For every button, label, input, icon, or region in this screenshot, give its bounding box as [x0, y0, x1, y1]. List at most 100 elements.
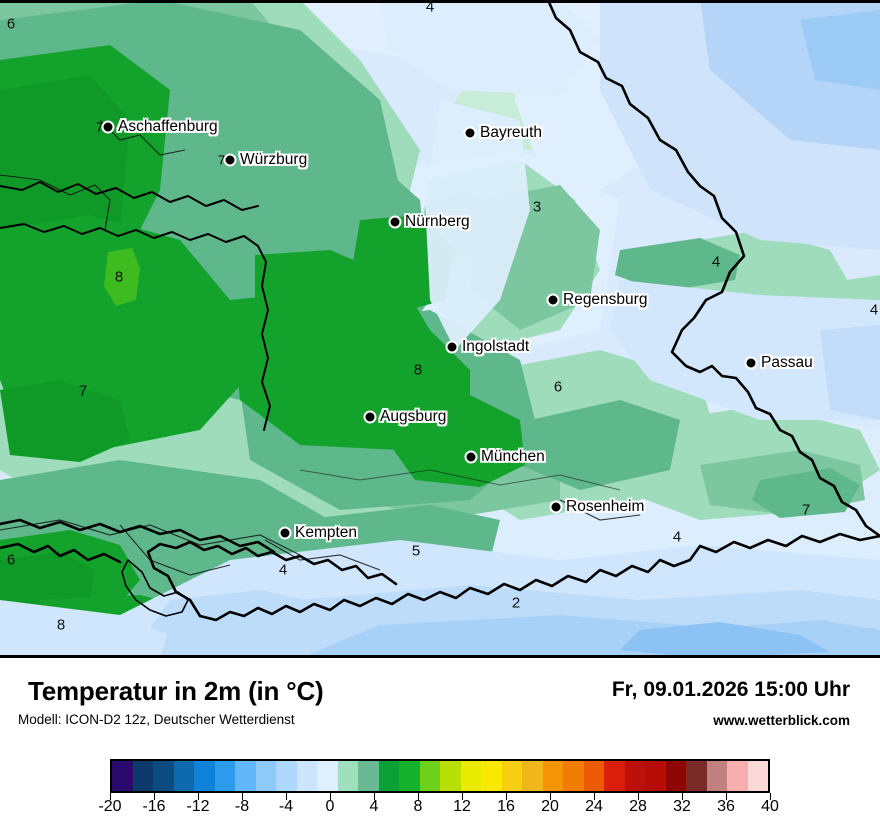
colorbar-tick-label: -16: [142, 798, 166, 815]
colorbar-swatch: [276, 761, 297, 791]
model-subtitle: Modell: ICON-D2 12z, Deutscher Wetterdie…: [18, 712, 295, 727]
page-title: Temperatur in 2m (in °C): [28, 676, 324, 706]
city-name-label: Regensburg: [563, 291, 648, 308]
colorbar-swatch: [686, 761, 707, 791]
city-dot-icon: [278, 526, 292, 540]
map-value-label: 6: [6, 15, 16, 33]
map-value-label: 4: [869, 301, 879, 319]
map-value-label: 8: [413, 361, 423, 379]
colorbar-tick-label: 16: [497, 798, 515, 815]
colorbar-swatch: [645, 761, 666, 791]
city-value-label: 7: [218, 152, 226, 168]
colorbar-tick: [286, 793, 287, 800]
map-value-label: 6: [553, 378, 563, 396]
colorbar-swatch: [501, 761, 522, 791]
colorbar-tick-label: -4: [278, 798, 294, 815]
colorbar-swatch: [255, 761, 276, 791]
colorbar-swatch: [542, 761, 563, 791]
colorbar-tick: [770, 793, 771, 800]
city-dot-icon: [463, 126, 477, 140]
city-name-label: Rosenheim: [566, 498, 645, 515]
map-raster-layer: [0, 0, 880, 658]
colorbar-swatch: [583, 761, 604, 791]
colorbar-swatch: [460, 761, 481, 791]
colorbar-tick: [726, 793, 727, 800]
colorbar-tick: [638, 793, 639, 800]
colorbar-swatch: [317, 761, 338, 791]
colorbar-tick-label: 24: [585, 798, 603, 815]
city-dot-icon: [388, 215, 402, 229]
map-value-label: 4: [711, 253, 721, 271]
colorbar-tick-label: -8: [234, 798, 250, 815]
city-name-label: Aschaffenburg: [118, 118, 218, 135]
colorbar-swatch: [194, 761, 215, 791]
city-dot-icon: [363, 410, 377, 424]
colorbar-tick: [110, 793, 111, 800]
colorbar-swatch: [214, 761, 235, 791]
colorbar-tick-label: 8: [413, 798, 423, 815]
colorbar-tick-labels: -20 -16 -12 -8 -4 0 4 8 12 16 20 24 28 32 36 40: [0, 798, 880, 824]
colorbar-swatch: [235, 761, 256, 791]
map-value-label: 5: [411, 542, 421, 560]
colorbar-ticks: [110, 793, 771, 803]
map-value-label: 6: [6, 551, 16, 569]
map-value-label: 7: [801, 501, 811, 519]
colorbar-tick: [374, 793, 375, 800]
city-dot-icon: [464, 450, 478, 464]
colorbar-tick: [682, 793, 683, 800]
colorbar-tick-label: 4: [369, 798, 379, 815]
temperature-map[interactable]: 6 4 3 8 4 4 7 8 6 7 4 5 4 6 8 2 7 Aschaffenburg 7 Würzburg…: [0, 0, 880, 658]
colorbar-swatch: [153, 761, 174, 791]
colorbar-swatch: [173, 761, 194, 791]
map-value-label: 8: [56, 616, 66, 634]
map-value-label: 4: [425, 0, 435, 16]
colorbar-tick: [198, 793, 199, 800]
colorbar-swatch: [419, 761, 440, 791]
colorbar-tick-label: 0: [325, 798, 335, 815]
colorbar-tick: [242, 793, 243, 800]
colorbar-swatch: [665, 761, 686, 791]
colorbar-swatch: [747, 761, 768, 791]
map-value-label: 3: [532, 198, 542, 216]
city-dot-icon: [744, 356, 758, 370]
map-value-label: 8: [114, 268, 124, 286]
colorbar-swatch: [440, 761, 461, 791]
colorbar-swatch: [624, 761, 645, 791]
colorbar-swatch: [706, 761, 727, 791]
colorbar-tick: [550, 793, 551, 800]
colorbar-swatch: [112, 761, 133, 791]
city-name-label: Passau: [761, 354, 813, 371]
temperature-colorbar[interactable]: [110, 759, 770, 793]
city-name-label: Kempten: [295, 524, 358, 541]
map-value-label: 4: [278, 561, 288, 579]
colorbar-tick-label: 28: [629, 798, 647, 815]
colorbar-tick-label: 40: [761, 798, 779, 815]
colorbar-tick-label: 12: [453, 798, 471, 815]
map-value-label: 4: [672, 528, 682, 546]
colorbar-swatch: [563, 761, 584, 791]
colorbar-swatch: [296, 761, 317, 791]
city-name-label: München: [481, 448, 545, 465]
city-name-label: Ingolstadt: [462, 338, 530, 355]
city-value-label: 7: [96, 119, 104, 135]
colorbar-tick: [418, 793, 419, 800]
city-name-label: Nürnberg: [405, 213, 470, 230]
colorbar-tick: [462, 793, 463, 800]
city-dot-icon: [223, 153, 237, 167]
colorbar-tick: [330, 793, 331, 800]
colorbar-swatch: [358, 761, 379, 791]
city-name-label: Bayreuth: [480, 124, 543, 141]
city-name-label: Würzburg: [240, 151, 308, 168]
colorbar-tick: [506, 793, 507, 800]
city-name-label: Augsburg: [380, 408, 447, 425]
city-dot-icon: [445, 340, 459, 354]
map-value-label: 2: [511, 594, 521, 612]
colorbar-tick-label: -20: [98, 798, 122, 815]
colorbar-tick-label: -12: [186, 798, 210, 815]
colorbar-swatch: [337, 761, 358, 791]
colorbar-swatch: [522, 761, 543, 791]
map-value-label: 7: [78, 382, 88, 400]
colorbar-swatch: [399, 761, 420, 791]
colorbar-swatch: [481, 761, 502, 791]
